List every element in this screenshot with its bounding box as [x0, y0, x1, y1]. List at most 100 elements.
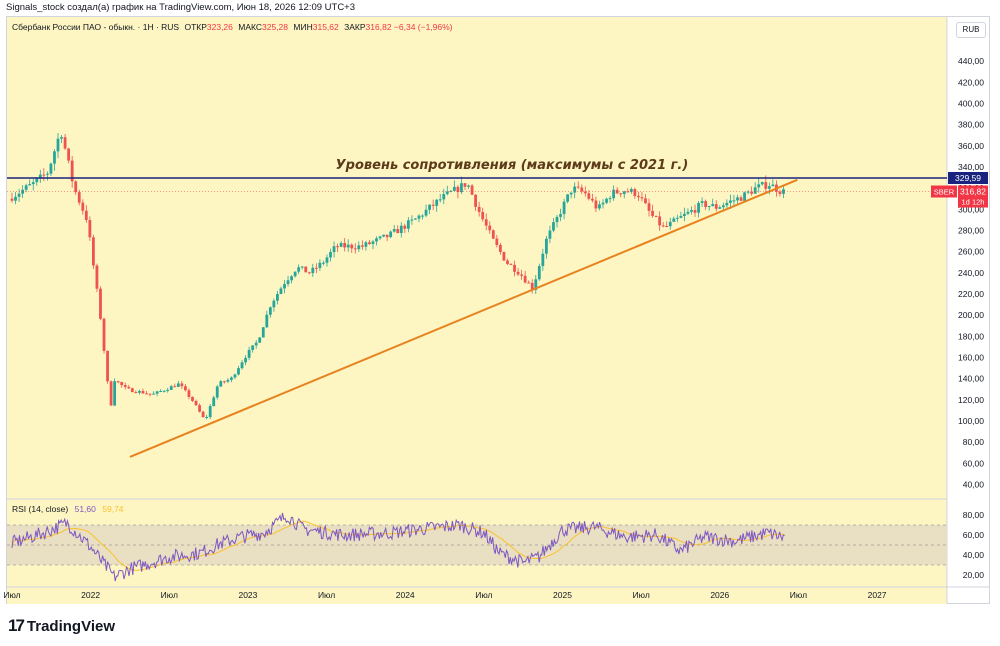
candle-body: [516, 271, 520, 275]
candle-body: [219, 381, 223, 387]
candle-body: [622, 191, 626, 195]
candle-body: [205, 417, 209, 419]
candle-body: [38, 174, 42, 179]
candle-body: [276, 293, 279, 301]
candle-body: [293, 271, 297, 277]
candle-body: [474, 194, 478, 207]
candle-body: [145, 393, 148, 395]
ticker-badge: [931, 185, 957, 198]
candle-body: [590, 198, 594, 201]
candle-body: [491, 230, 495, 239]
candle-body: [690, 210, 693, 212]
candle-body: [67, 148, 71, 161]
candle-body: [729, 200, 732, 203]
time-tick-label: Июл: [3, 590, 20, 600]
price-tick-label: 440,00: [958, 56, 984, 66]
rsi-pane: [11, 512, 785, 582]
annotations: Уровень сопротивления (максимумы с 2021 …: [7, 158, 947, 458]
candle-body: [212, 397, 216, 407]
candle-body: [378, 236, 382, 239]
candle-body: [675, 217, 679, 219]
candle-body: [102, 318, 106, 351]
price-tick-label: 60,00: [963, 458, 985, 468]
candle-body: [45, 173, 49, 175]
candle-body: [307, 272, 311, 274]
candle-body: [31, 182, 35, 185]
time-tick-label: Июл: [633, 590, 650, 600]
candle-body: [134, 392, 138, 394]
price-tick-label: 220,00: [958, 289, 984, 299]
candle-body: [10, 198, 14, 201]
rsi-header[interactable]: RSI (14, close) 51,60 59,74: [12, 504, 124, 514]
rsi-tick-label: 60,00: [963, 530, 985, 540]
candle-body: [56, 138, 60, 152]
candle-body: [583, 191, 587, 194]
candle-body: [506, 260, 509, 264]
candle-body: [460, 183, 463, 193]
support-trendline: [129, 178, 798, 458]
candle-body: [389, 231, 393, 238]
candle-body: [392, 229, 396, 232]
tradingview-logo[interactable]: 17 TradingView: [8, 616, 115, 636]
price-axis: 440,00420,00400,00380,00360,00340,00320,…: [958, 56, 984, 580]
last-price-value: 316,82: [960, 187, 986, 197]
candle-body: [573, 186, 577, 193]
candle-body: [566, 194, 570, 202]
rsi-value: 51,60: [74, 504, 96, 514]
candle-body: [626, 191, 630, 193]
candle-body: [435, 199, 439, 206]
candle-body: [495, 238, 499, 245]
candle-body: [152, 393, 155, 395]
candle-body: [244, 357, 247, 363]
candle-body: [180, 383, 184, 387]
candle-body: [438, 199, 442, 201]
candle-body: [647, 203, 651, 211]
candle-body: [672, 218, 676, 222]
candle-body: [396, 229, 400, 234]
candle-body: [541, 253, 545, 267]
candle-body: [629, 189, 633, 192]
candle-body: [679, 216, 683, 218]
candle-body: [736, 197, 739, 201]
time-tick-label: 2024: [396, 590, 415, 600]
candle-body: [286, 280, 290, 285]
candle-body: [53, 151, 56, 164]
candle-body: [637, 195, 640, 198]
candle-body: [513, 264, 516, 272]
candle-body: [237, 368, 240, 375]
rsi-ma-line: [11, 520, 785, 572]
time-tick-label: Июл: [318, 590, 335, 600]
price-tick-label: 260,00: [958, 247, 984, 257]
candle-body: [580, 187, 584, 192]
price-tick-label: 160,00: [958, 352, 984, 362]
candle-body: [778, 191, 782, 194]
candle-body: [683, 213, 686, 217]
symbol-header[interactable]: Сбербанк России ПАО - обыкн. · 1Н · RUS …: [12, 22, 453, 32]
price-tick-label: 280,00: [958, 225, 984, 235]
price-tick-label: 180,00: [958, 331, 984, 341]
candle-body: [106, 350, 109, 382]
candle-body: [251, 345, 255, 350]
price-tick-label: 120,00: [958, 395, 984, 405]
candle-body: [81, 202, 85, 211]
candle-body: [123, 385, 127, 387]
candle-body: [350, 244, 354, 249]
candle-body: [279, 288, 283, 294]
candle-body: [746, 191, 750, 193]
currency-badge[interactable]: RUB: [956, 22, 986, 38]
candle-body: [166, 389, 170, 391]
candle-body: [431, 204, 435, 206]
low-value: 315,62: [312, 22, 339, 32]
candle-body: [668, 221, 672, 227]
candle-body: [127, 386, 131, 389]
candle-body: [371, 241, 375, 244]
time-tick-label: 2022: [81, 590, 100, 600]
candle-body: [116, 381, 120, 383]
candle-body: [757, 184, 761, 188]
candle-body: [109, 381, 113, 406]
candle-body: [764, 182, 768, 189]
candle-body: [353, 248, 357, 250]
candle-body: [176, 383, 180, 387]
price-tick-label: 400,00: [958, 98, 984, 108]
